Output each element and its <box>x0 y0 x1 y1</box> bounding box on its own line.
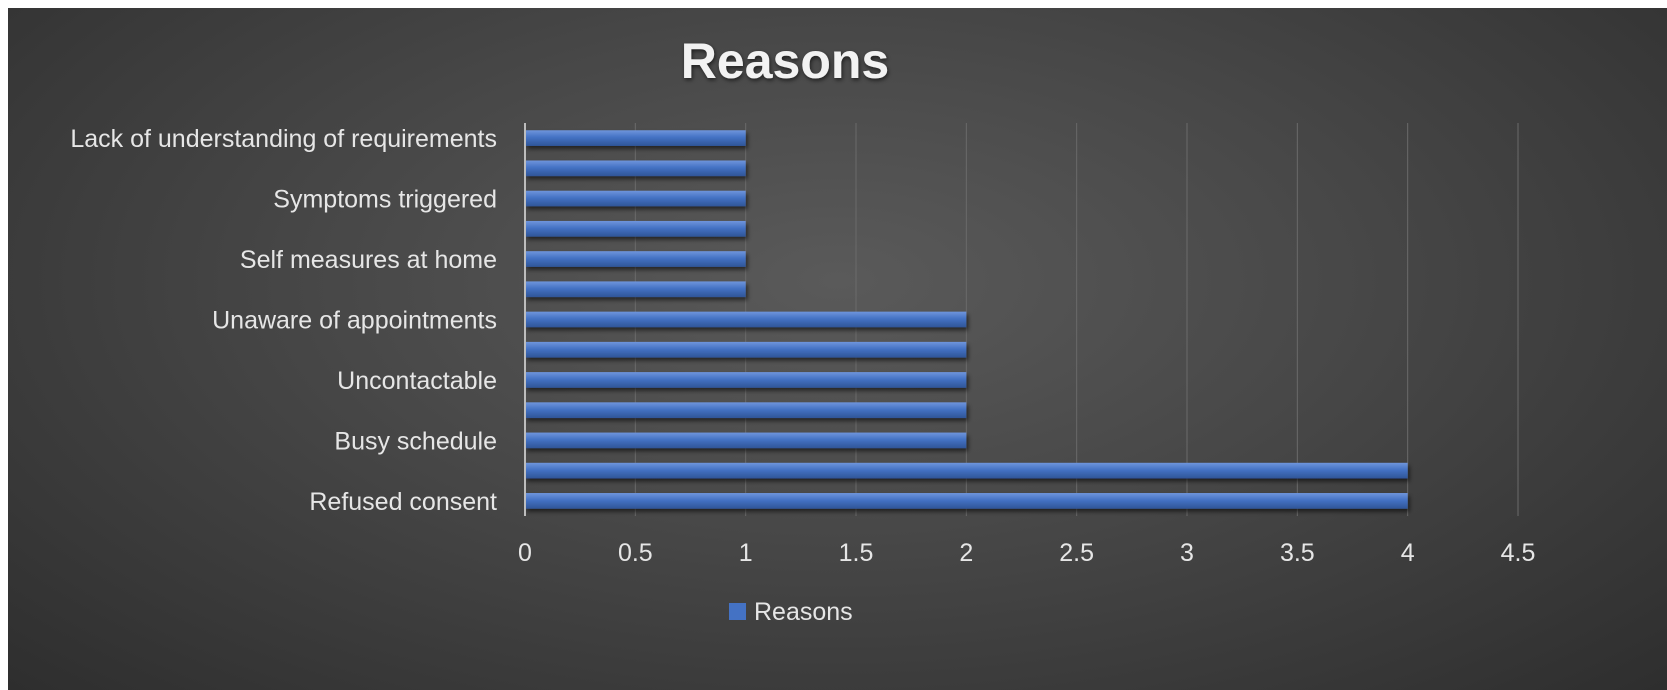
chart-area: Reasons Refused consent Busy schedule Unco… <box>8 8 1667 690</box>
bar <box>525 251 746 267</box>
x-tick-labels: 0 0.5 1 1.5 2 2.5 3 3.5 4 4.5 <box>518 539 1535 567</box>
bar <box>525 402 967 419</box>
category-labels: Refused consent Busy schedule Uncontactabl… <box>70 125 497 516</box>
category-label: Lack of understanding of requirements <box>70 125 497 153</box>
bar <box>525 372 967 388</box>
category-label: Symptoms triggered <box>273 186 497 214</box>
bar <box>525 130 746 146</box>
bar-chart: Reasons Refused consent Busy schedule Unco… <box>70 33 1535 626</box>
bar <box>525 281 746 298</box>
legend-label: Reasons <box>754 598 853 626</box>
bar <box>525 190 746 207</box>
category-label: Self measures at home <box>240 246 497 274</box>
bar <box>525 432 967 449</box>
x-tick-label: 4.5 <box>1501 539 1536 567</box>
x-tick-label: 3 <box>1180 539 1194 567</box>
bar <box>525 160 746 177</box>
bar <box>525 220 746 237</box>
bar <box>525 493 1408 509</box>
bars <box>525 130 1408 509</box>
x-tick-label: 0 <box>518 539 532 567</box>
x-tick-label: 4 <box>1401 539 1415 567</box>
category-label: Uncontactable <box>337 367 497 395</box>
x-tick-label: 3.5 <box>1280 539 1315 567</box>
x-tick-label: 1 <box>739 539 753 567</box>
x-tick-label: 2.5 <box>1059 539 1094 567</box>
category-label: Unaware of appointments <box>212 307 497 335</box>
gridlines <box>634 123 1519 516</box>
chart-title: Reasons <box>681 33 889 89</box>
x-tick-label: 1.5 <box>839 539 874 567</box>
bar <box>525 462 1408 479</box>
x-tick-label: 0.5 <box>618 539 653 567</box>
x-tick-label: 2 <box>959 539 973 567</box>
category-label: Busy schedule <box>334 427 497 455</box>
bar <box>525 341 967 358</box>
category-label: Refused consent <box>309 488 497 516</box>
bar <box>525 311 967 328</box>
legend-swatch <box>729 603 746 620</box>
legend: Reasons <box>729 598 853 626</box>
